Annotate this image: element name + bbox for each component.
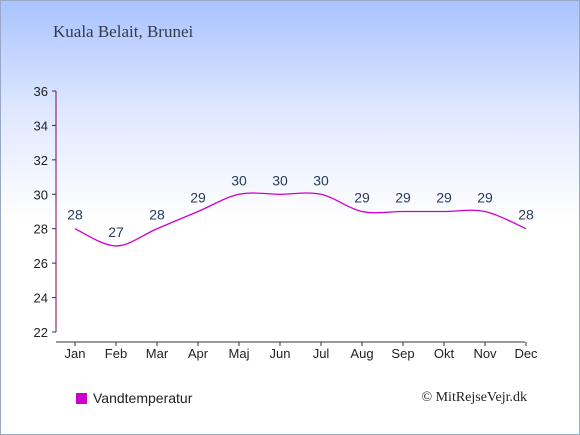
data-labels: 28 27 28 29 30 30 30 29 29 29 29 28 — [67, 172, 534, 240]
x-tick-label: Okt — [434, 346, 455, 361]
y-tick-label: 22 — [34, 325, 48, 340]
x-tick-label: Jan — [65, 346, 86, 361]
legend-label: Vandtemperatur — [93, 390, 193, 406]
legend: Vandtemperatur — [76, 390, 192, 406]
y-tick-label: 36 — [34, 84, 48, 99]
y-ticks: 22 24 26 28 30 32 34 36 — [34, 84, 56, 340]
data-label: 29 — [190, 190, 206, 206]
legend-swatch — [76, 392, 87, 404]
copyright-credit: © MitRejseVejr.dk — [421, 390, 527, 405]
data-label: 30 — [272, 172, 288, 188]
x-tick-label: Feb — [105, 346, 127, 361]
x-tick-label: Jul — [313, 346, 330, 361]
x-tick-label: Aug — [350, 346, 373, 361]
series-line-vandtemperatur — [74, 192, 527, 247]
y-tick-label: 32 — [34, 153, 48, 168]
y-tick-label: 28 — [34, 222, 48, 237]
data-label: 29 — [395, 190, 411, 206]
x-ticks: Jan Feb Mar Apr Maj Jun Jul Aug Sep Okt Nov Dec — [65, 342, 538, 361]
x-tick-label: Nov — [473, 346, 497, 361]
data-label: 29 — [354, 190, 370, 206]
x-tick-label: Sep — [391, 346, 414, 361]
y-tick-label: 24 — [34, 291, 48, 306]
data-label: 29 — [436, 190, 452, 206]
data-label: 28 — [149, 207, 165, 223]
data-label: 29 — [477, 190, 493, 206]
y-tick-label: 26 — [34, 256, 48, 271]
x-tick-label: Mar — [146, 346, 169, 361]
x-tick-label: Apr — [188, 346, 209, 361]
y-tick-label: 34 — [34, 118, 48, 133]
x-tick-label: Jun — [270, 346, 291, 361]
y-tick-label: 30 — [34, 187, 48, 202]
data-label: 28 — [67, 207, 83, 223]
chart-title: Kuala Belait, Brunei — [53, 22, 194, 41]
data-label: 28 — [518, 207, 534, 223]
data-label: 30 — [231, 172, 247, 188]
x-tick-label: Maj — [229, 346, 250, 361]
x-tick-label: Dec — [514, 346, 538, 361]
data-label: 27 — [108, 224, 124, 240]
data-label: 30 — [313, 172, 329, 188]
